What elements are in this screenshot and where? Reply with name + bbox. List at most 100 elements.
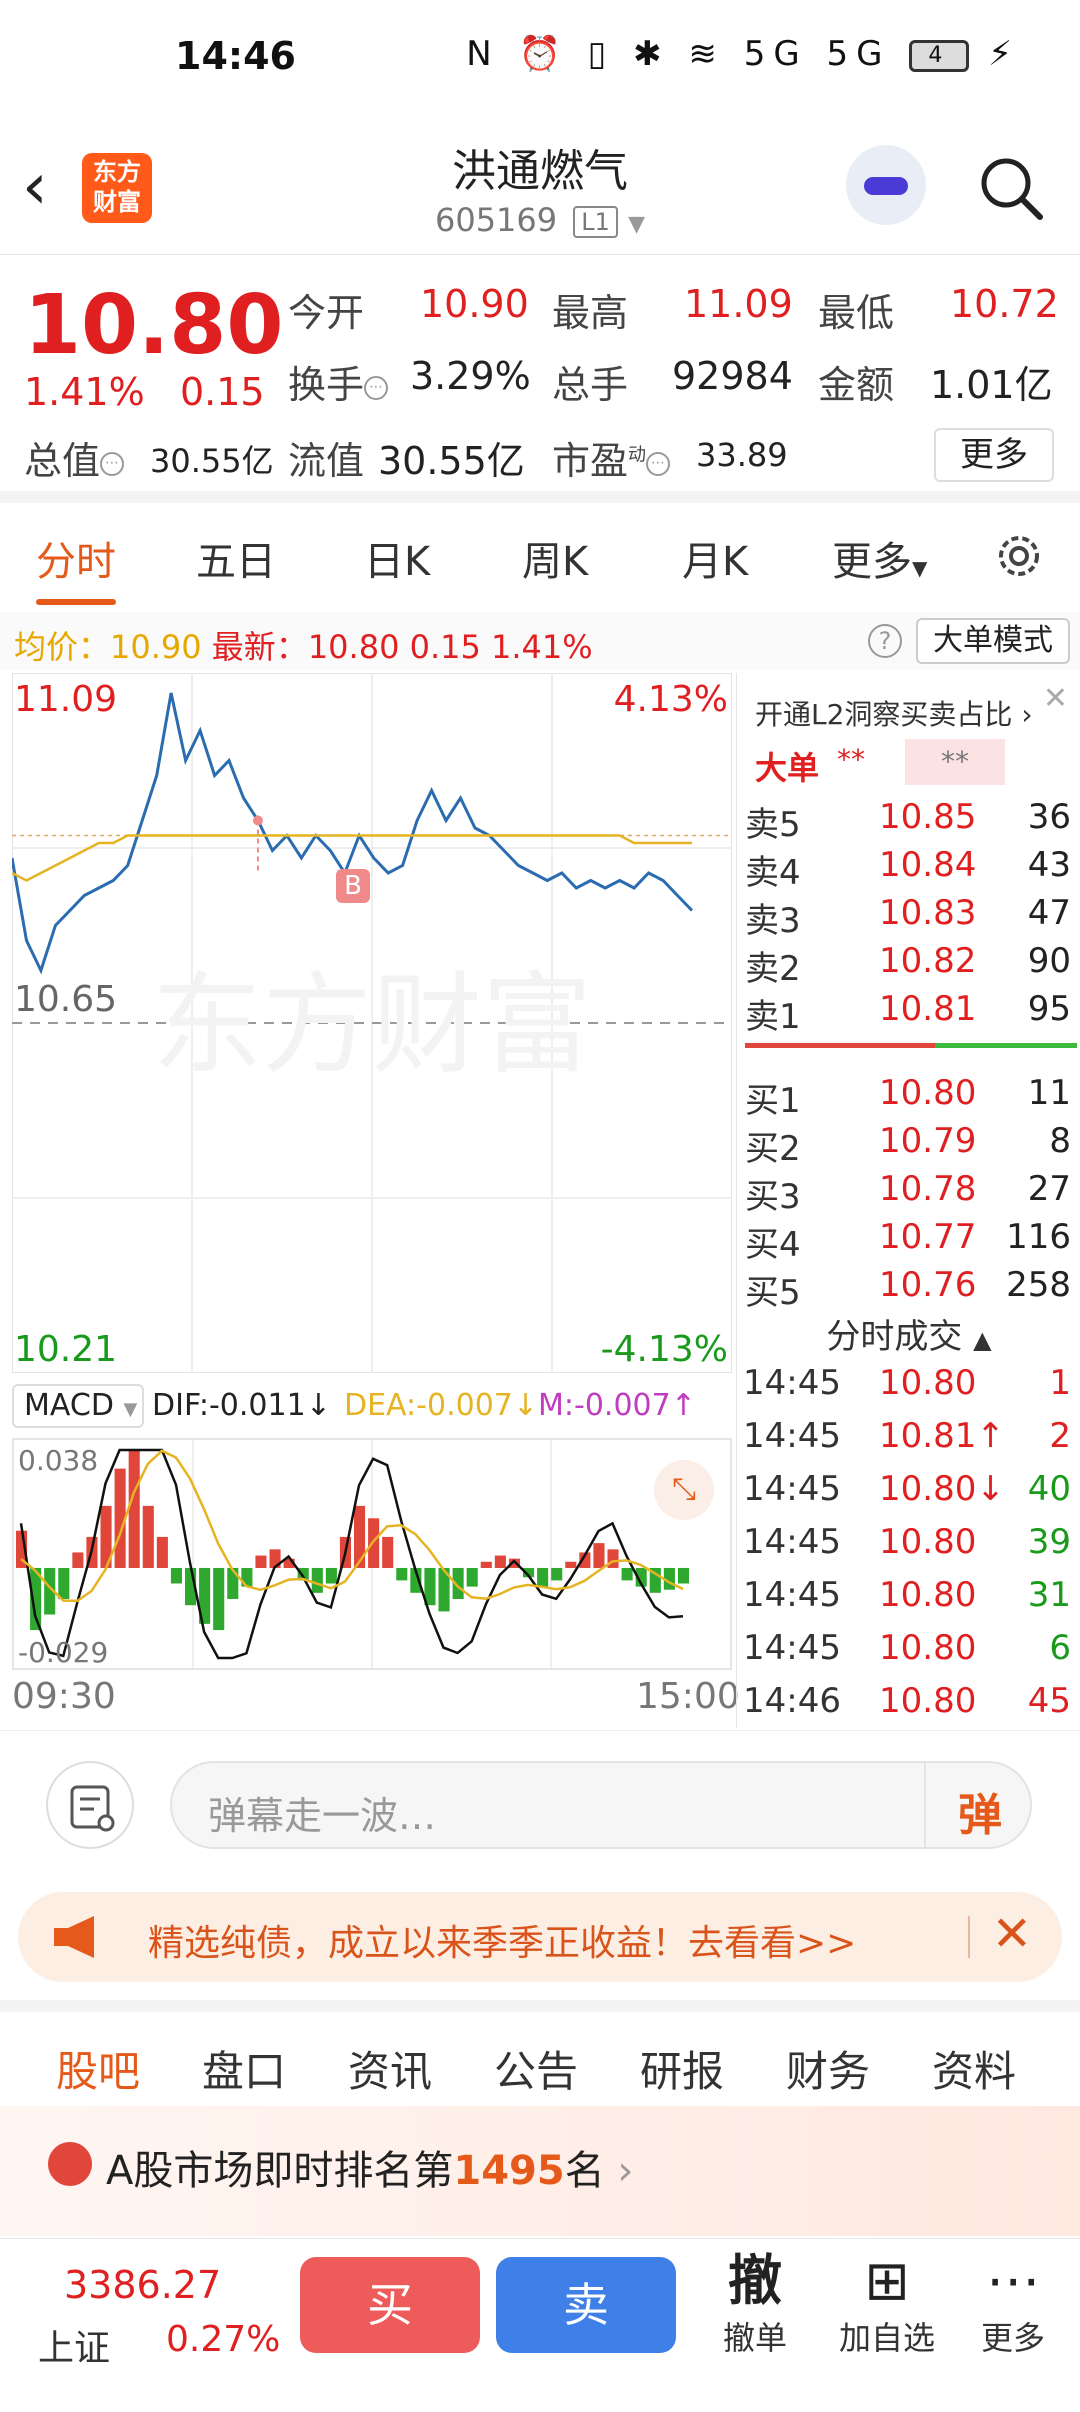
caret-down-icon: ▼ (123, 1399, 138, 1420)
tab-profile[interactable]: 资料 (932, 2047, 1017, 2096)
macd-bar (325, 1567, 337, 1584)
macd-bar (621, 1567, 633, 1581)
search-icon[interactable] (976, 153, 1046, 223)
danmaku-placeholder: 弹幕走一波… (208, 1794, 437, 1838)
quote-more-button[interactable]: 更多 (934, 428, 1054, 482)
tab-intraday[interactable]: 分时 (36, 529, 116, 605)
market-rank-banner[interactable]: A股市场即时排名第1495名 › (0, 2106, 1080, 2236)
caret-down-icon: ▼ (912, 556, 928, 580)
big-order-mode-button[interactable]: 大单模式 (916, 618, 1070, 664)
stock-code-row[interactable]: 605169 L1 ▼ (0, 201, 1080, 239)
m-value: M:-0.007↑ (538, 1388, 696, 1423)
cancel-order-button[interactable]: 撤 撤单 (700, 2249, 810, 2359)
y-min-label: 10.21 (14, 1329, 118, 1370)
tab-more[interactable]: 更多▼ (832, 529, 927, 587)
macd-header: MACD ▼ DIF:-0.011↓ DEA:-0.007↓ M:-0.007↑ (12, 1380, 732, 1436)
add-watchlist-label: 加自选 (838, 2319, 935, 2357)
ask-price: 10.82 (879, 941, 977, 981)
ask-row[interactable]: 卖2 10.82 90 (737, 941, 1080, 989)
info-change: 0.15 (409, 628, 481, 666)
info-icon[interactable]: ⋯ (100, 451, 125, 476)
tab-five-day[interactable]: 五日 (196, 539, 276, 585)
tab-finance[interactable]: 财务 (786, 2047, 871, 2096)
ask-row[interactable]: 卖5 10.85 36 (737, 797, 1080, 845)
change-amount: 0.15 (180, 370, 265, 414)
info-icon[interactable]: ⋯ (364, 375, 389, 400)
index-name[interactable]: 上证 (38, 2328, 111, 2369)
bid-price: 10.78 (879, 1169, 977, 1209)
bid-volume: 27 (1027, 1169, 1071, 1209)
bid-row[interactable]: 买4 10.77 116 (737, 1217, 1080, 1265)
l2-promo-link[interactable]: 开通L2洞察买卖占比 › (755, 698, 1033, 731)
expand-icon[interactable]: ⤡ (654, 1460, 714, 1520)
promo-banner[interactable]: 精选纯债，成立以来季季正收益！去看看>> ✕ (18, 1892, 1062, 1982)
macd-select[interactable]: MACD ▼ (12, 1384, 144, 1428)
tab-research[interactable]: 研报 (640, 2047, 725, 2096)
close-icon[interactable]: ✕ (991, 1906, 1032, 1962)
info-text: 均价：10.90 最新：10.80 0.15 1.41% (14, 622, 593, 668)
macd-bar (128, 1450, 140, 1568)
tab-announcements[interactable]: 公告 (494, 2047, 579, 2096)
trade-detail-header[interactable]: 分时成交 ▲ (737, 1309, 1080, 1358)
app-logo[interactable]: 东方 财富 (82, 153, 152, 223)
macd-bar (649, 1567, 661, 1593)
ask-row[interactable]: 卖1 10.81 95 (737, 989, 1080, 1037)
macd-bar (410, 1567, 422, 1593)
more-button[interactable]: ⋯ 更多 (958, 2249, 1068, 2359)
last-value: 10.80 (307, 628, 400, 666)
gear-icon[interactable] (992, 529, 1046, 583)
status-icons-text: N ⏰ ▯ ✱ ≋ 5G 5G (466, 34, 891, 74)
macd-bar (354, 1505, 366, 1568)
macd-bar (480, 1561, 492, 1568)
macd-bar (593, 1543, 605, 1568)
macd-bar (565, 1561, 577, 1568)
trade-time: 14:45 (743, 1628, 841, 1668)
macd-bar (170, 1567, 182, 1584)
ask-row[interactable]: 卖3 10.83 47 (737, 893, 1080, 941)
compose-icon[interactable] (46, 1761, 134, 1849)
index-value[interactable]: 3386.27 (64, 2263, 222, 2307)
triangle-up-icon: ▲ (973, 1326, 992, 1354)
macd-bar (58, 1567, 70, 1600)
tab-pankou[interactable]: 盘口 (202, 2047, 287, 2096)
bid-row[interactable]: 买3 10.78 27 (737, 1169, 1080, 1217)
more-label: 更多 (980, 2319, 1045, 2357)
macd-bar (44, 1567, 56, 1615)
tab-monthly-k[interactable]: 月K (682, 539, 749, 585)
danmaku-input[interactable]: 弹幕走一波… 弹 (170, 1761, 1032, 1849)
x-end-label: 15:00 (636, 1676, 740, 1717)
trade-price: 10.80↓ (879, 1469, 1005, 1509)
index-percent[interactable]: 0.27% (166, 2319, 281, 2360)
tab-guba[interactable]: 股吧 (56, 2038, 141, 2121)
back-icon[interactable]: ‹ (22, 150, 48, 224)
danmaku-toggle-button[interactable]: 弹 (958, 1790, 1002, 1841)
macd-panel[interactable]: 0.038 -0.029 ⤡ (12, 1438, 732, 1670)
bid-row[interactable]: 买2 10.79 8 (737, 1121, 1080, 1169)
pe-label: 市盈动 ⋯ (552, 430, 671, 485)
tab-daily-k[interactable]: 日K (364, 539, 431, 585)
tab-weekly-k[interactable]: 周K (522, 539, 589, 585)
chevron-down-icon: ▼ (628, 212, 646, 237)
more-dots-icon: ⋯ (986, 2249, 1040, 2312)
chart-svg: 东方财富 (10, 672, 733, 1374)
help-icon[interactable]: ? (868, 624, 902, 658)
big-order-stars-box: ** (905, 739, 1005, 785)
buy-marker[interactable]: B (336, 869, 370, 903)
tab-news[interactable]: 资讯 (348, 2047, 433, 2096)
ask-row[interactable]: 卖4 10.84 43 (737, 845, 1080, 893)
megaphone-icon (54, 1916, 94, 1958)
bid-row[interactable]: 买5 10.76 258 (737, 1265, 1080, 1313)
pe-label-text: 市盈 (552, 439, 629, 483)
close-icon[interactable]: ✕ (1042, 681, 1068, 716)
intraday-chart[interactable]: 东方财富 11.09 4.13% 10.65 10.21 -4.13% B (10, 672, 733, 1374)
bid-row[interactable]: 买1 10.80 11 (737, 1073, 1080, 1121)
macd-bar (227, 1567, 239, 1600)
ask-label: 卖3 (745, 901, 801, 941)
buy-button[interactable]: 买 (300, 2257, 480, 2353)
info-icon[interactable]: ⋯ (646, 451, 671, 476)
assistant-robot-icon[interactable] (846, 145, 926, 225)
macd-bar (114, 1468, 126, 1568)
add-watchlist-button[interactable]: ⊞ 加自选 (832, 2249, 942, 2359)
input-divider (924, 1763, 926, 1847)
sell-button[interactable]: 卖 (496, 2257, 676, 2353)
